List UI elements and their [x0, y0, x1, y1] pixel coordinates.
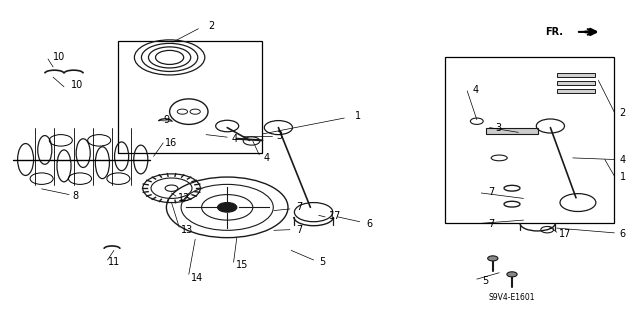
- Text: 7: 7: [296, 225, 302, 235]
- Text: 12: 12: [178, 193, 191, 204]
- Bar: [557, 81, 595, 85]
- Text: 3: 3: [495, 123, 501, 133]
- Text: 4: 4: [264, 153, 270, 163]
- Text: 10: 10: [70, 80, 83, 91]
- Text: 4: 4: [472, 85, 479, 95]
- Text: 9: 9: [163, 115, 170, 125]
- Text: 5: 5: [482, 276, 488, 286]
- Text: 11: 11: [108, 257, 120, 267]
- Text: 17: 17: [328, 211, 341, 221]
- Text: 1: 1: [620, 172, 626, 182]
- Text: 7: 7: [296, 202, 302, 212]
- Text: 10: 10: [53, 52, 66, 63]
- Text: 8: 8: [72, 191, 79, 201]
- Text: 5: 5: [319, 257, 325, 267]
- Text: 7: 7: [488, 187, 495, 197]
- Bar: [486, 128, 538, 134]
- Text: 3: 3: [276, 130, 283, 141]
- Text: 1: 1: [355, 111, 362, 122]
- Text: 14: 14: [191, 273, 204, 283]
- Text: S9V4-E1601: S9V4-E1601: [489, 293, 535, 302]
- Text: 4: 4: [620, 155, 626, 165]
- Text: 7: 7: [488, 219, 495, 229]
- Bar: [557, 89, 595, 93]
- Bar: [445, 57, 614, 223]
- Text: 4: 4: [232, 134, 238, 144]
- Text: 16: 16: [165, 138, 178, 148]
- Text: 13: 13: [180, 225, 193, 235]
- Text: 6: 6: [620, 228, 626, 239]
- Circle shape: [488, 256, 498, 261]
- Text: 15: 15: [236, 260, 248, 271]
- Circle shape: [507, 272, 517, 277]
- Circle shape: [218, 203, 237, 212]
- Text: FR.: FR.: [545, 27, 563, 37]
- Text: 17: 17: [559, 228, 572, 239]
- Text: 6: 6: [367, 219, 373, 229]
- Bar: [557, 73, 595, 77]
- Text: 2: 2: [208, 20, 214, 31]
- Text: 2: 2: [620, 108, 626, 118]
- Bar: [118, 41, 262, 153]
